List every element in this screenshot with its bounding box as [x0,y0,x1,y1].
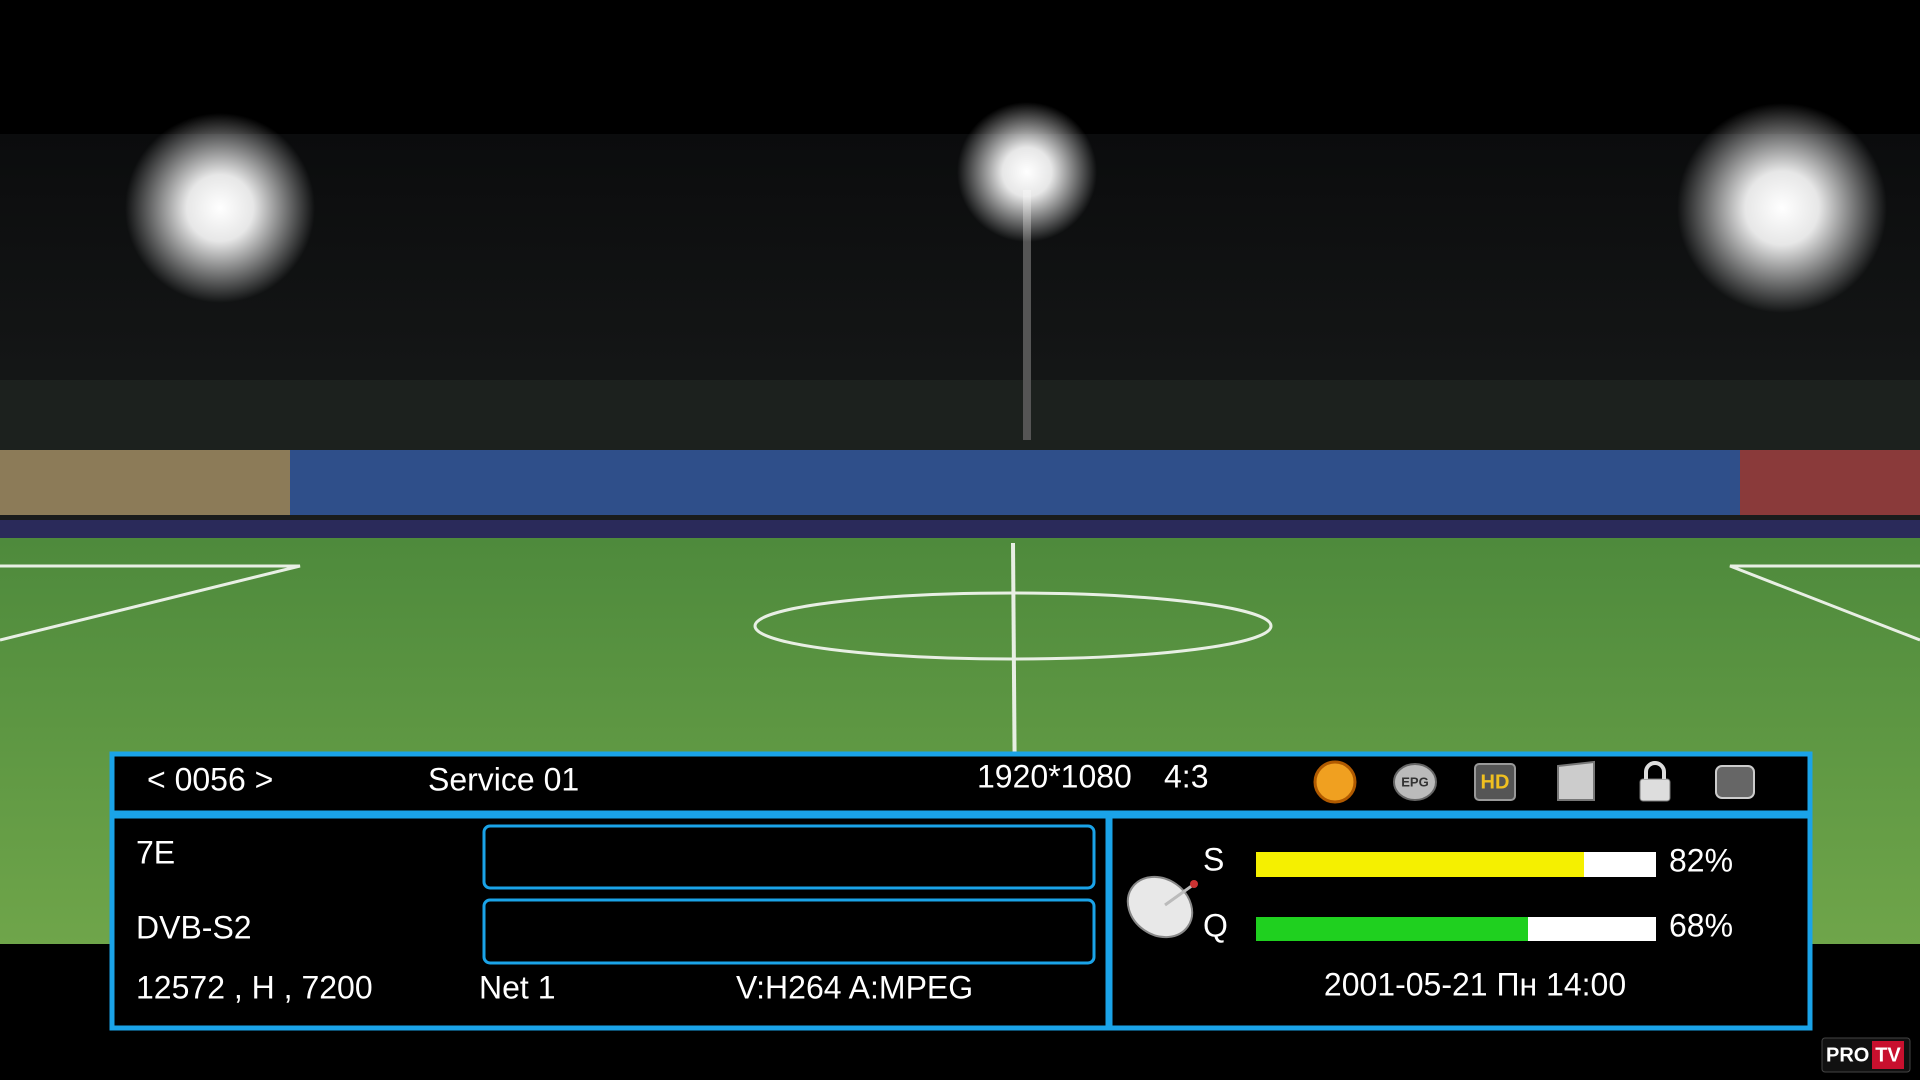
transponder: 12572 , H , 7200 [136,969,373,1005]
logo-left: PRO [1826,1044,1869,1066]
datetime: 2001-05-21 Пн 14:00 [1324,966,1626,1002]
strength-value: 82% [1669,842,1733,878]
top-bar [109,751,1813,816]
aspect: 4:3 [1164,758,1208,794]
satellite: 7E [136,834,175,870]
audio-icon [1715,765,1755,799]
channel-logo: PRO TV [1821,1037,1911,1073]
strength-bar [1256,852,1584,877]
field-box [482,898,1096,965]
network: Net 1 [479,969,555,1005]
quality-value: 68% [1669,907,1733,943]
codecs: V:H264 A:MPEG [736,969,973,1005]
quality-bar [1256,917,1528,941]
hd-label: HD [1481,771,1510,793]
system: DVB-S2 [136,909,252,945]
hd-icon [1474,763,1516,801]
logo-right: TV [1875,1044,1901,1066]
info-box [109,813,1111,1031]
field-box [482,824,1096,890]
teletext-icon [1557,760,1595,801]
epg-icon [1393,763,1437,801]
strength-label: S [1203,841,1224,877]
coin-icon [1313,760,1357,804]
epg-label: EPG [1401,774,1428,789]
resolution: 1920*1080 [977,758,1132,794]
service-name: Service 01 [428,761,579,797]
lock-icon [1639,778,1671,802]
dish-icon [1126,875,1198,939]
channel-number: < 0056 > [147,761,273,797]
icons: EPG HD [1313,760,1755,804]
quality-label: Q [1203,907,1228,943]
